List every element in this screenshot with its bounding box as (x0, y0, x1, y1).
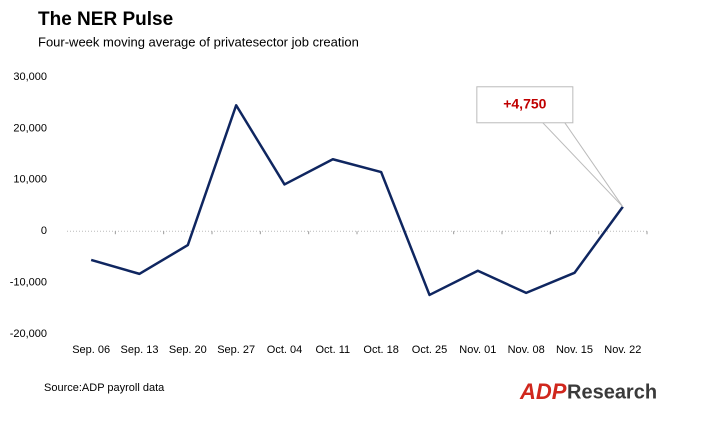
value-label: +4,750 (503, 95, 546, 111)
chart-title: The NER Pulse (38, 9, 173, 30)
logo-text: Research (567, 381, 657, 403)
chart-subtitle: Four-week moving average of privatesecto… (38, 34, 359, 49)
x-tick-label: Nov. 22 (604, 344, 641, 356)
y-tick-label: 0 (41, 225, 47, 237)
x-tick-label: Oct. 11 (316, 344, 351, 356)
x-tick-label: Sep. 27 (217, 344, 255, 356)
y-tick-label: 10,000 (13, 174, 47, 186)
source: Source:ADP payroll data (44, 382, 165, 394)
logo-brand: ADP (519, 379, 567, 404)
x-tick-label: Sep. 06 (72, 344, 110, 356)
y-tick-label: -10,000 (10, 277, 47, 289)
line-series (90, 104, 624, 297)
y-tick-label: 30,000 (13, 71, 47, 83)
x-tick-label: Nov. 15 (556, 344, 593, 356)
x-tick-label: Sep. 13 (121, 344, 159, 356)
callout-pointer (542, 122, 624, 208)
x-tick-label: Nov. 08 (508, 344, 545, 356)
y-tick-label: -20,000 (10, 328, 47, 340)
y-tick-label: 20,000 (13, 122, 47, 134)
x-tick-label: Sep. 20 (169, 344, 207, 356)
x-tick-label: Nov. 01 (459, 344, 496, 356)
x-tick-label: Oct. 04 (267, 344, 302, 356)
x-tick-label: Oct. 18 (363, 344, 398, 356)
callout-box (476, 86, 574, 124)
x-tick-label: Oct. 25 (412, 344, 447, 356)
